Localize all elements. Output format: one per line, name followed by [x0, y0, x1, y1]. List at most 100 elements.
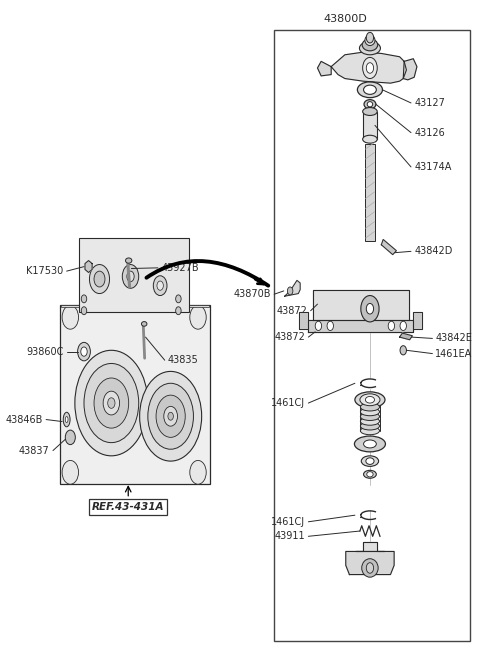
Text: 1461CJ: 1461CJ	[271, 398, 305, 408]
Ellipse shape	[125, 258, 132, 263]
Ellipse shape	[363, 471, 376, 479]
Text: 43872: 43872	[276, 305, 308, 316]
Polygon shape	[331, 52, 407, 83]
Circle shape	[176, 307, 181, 315]
Ellipse shape	[365, 397, 374, 403]
Text: 43846B: 43846B	[6, 414, 43, 424]
Circle shape	[62, 305, 79, 329]
Polygon shape	[317, 61, 331, 76]
Ellipse shape	[363, 136, 377, 143]
Circle shape	[103, 391, 120, 415]
Ellipse shape	[360, 394, 380, 406]
Circle shape	[164, 407, 178, 426]
Text: REF.43-431A: REF.43-431A	[92, 502, 164, 512]
Polygon shape	[346, 551, 394, 574]
Text: 43837: 43837	[19, 446, 50, 455]
Circle shape	[361, 295, 379, 322]
Circle shape	[75, 350, 148, 456]
Text: 43127: 43127	[414, 98, 445, 108]
Ellipse shape	[360, 42, 381, 55]
Bar	[61, 305, 209, 307]
Text: 43126: 43126	[414, 128, 445, 137]
Text: 43835: 43835	[168, 355, 199, 365]
Circle shape	[190, 305, 206, 329]
Circle shape	[315, 321, 322, 330]
Circle shape	[108, 398, 115, 408]
Circle shape	[78, 342, 90, 361]
Polygon shape	[413, 312, 422, 329]
Text: 43911: 43911	[274, 531, 305, 541]
Polygon shape	[285, 280, 300, 296]
Polygon shape	[381, 239, 396, 254]
Polygon shape	[399, 333, 412, 340]
Text: 43872: 43872	[274, 332, 305, 342]
Circle shape	[388, 321, 395, 330]
Ellipse shape	[364, 100, 376, 109]
Ellipse shape	[367, 472, 373, 477]
Polygon shape	[403, 59, 417, 80]
Circle shape	[94, 378, 129, 428]
Circle shape	[400, 346, 407, 355]
Circle shape	[153, 276, 167, 295]
Text: 43174A: 43174A	[414, 162, 452, 172]
Ellipse shape	[361, 456, 379, 467]
Circle shape	[81, 295, 87, 303]
Circle shape	[366, 32, 373, 43]
Circle shape	[327, 321, 334, 330]
Circle shape	[148, 383, 193, 449]
Ellipse shape	[355, 392, 385, 408]
Ellipse shape	[65, 416, 68, 422]
Ellipse shape	[358, 82, 383, 98]
Text: 43870B: 43870B	[233, 290, 271, 299]
Circle shape	[81, 347, 87, 356]
Circle shape	[140, 371, 202, 461]
Ellipse shape	[360, 417, 380, 425]
Circle shape	[363, 58, 377, 79]
Ellipse shape	[366, 563, 373, 573]
Polygon shape	[308, 320, 413, 332]
Text: 1461CJ: 1461CJ	[271, 517, 305, 527]
Circle shape	[94, 271, 105, 287]
Polygon shape	[356, 542, 384, 551]
Bar	[274, 30, 470, 641]
Polygon shape	[85, 260, 92, 272]
Bar	[363, 112, 377, 139]
Text: 43842D: 43842D	[414, 247, 453, 256]
Circle shape	[288, 287, 293, 295]
Bar	[365, 145, 374, 241]
Circle shape	[157, 281, 163, 290]
Ellipse shape	[142, 322, 147, 327]
Ellipse shape	[366, 458, 374, 465]
Text: K17530: K17530	[26, 266, 63, 276]
Ellipse shape	[363, 440, 376, 448]
Circle shape	[65, 430, 75, 445]
Ellipse shape	[362, 559, 378, 577]
Circle shape	[366, 63, 373, 73]
Text: 43842E: 43842E	[435, 333, 472, 344]
Circle shape	[400, 321, 407, 330]
Circle shape	[81, 307, 87, 315]
Ellipse shape	[360, 422, 380, 430]
Ellipse shape	[360, 408, 380, 416]
Circle shape	[127, 271, 134, 282]
Text: 93860C: 93860C	[26, 346, 63, 356]
Polygon shape	[299, 312, 308, 329]
Circle shape	[190, 461, 206, 485]
Circle shape	[168, 412, 173, 420]
Ellipse shape	[360, 427, 380, 435]
Ellipse shape	[63, 412, 70, 427]
Circle shape	[62, 461, 79, 485]
Ellipse shape	[362, 39, 378, 51]
Ellipse shape	[360, 412, 380, 420]
Circle shape	[366, 303, 373, 314]
Polygon shape	[313, 290, 408, 320]
Ellipse shape	[367, 102, 372, 107]
Circle shape	[176, 295, 181, 303]
Ellipse shape	[360, 403, 380, 411]
Bar	[79, 238, 189, 312]
Ellipse shape	[363, 85, 376, 95]
Ellipse shape	[363, 108, 377, 116]
Circle shape	[89, 264, 109, 293]
Text: 1461EA: 1461EA	[435, 348, 472, 358]
Circle shape	[156, 395, 185, 438]
